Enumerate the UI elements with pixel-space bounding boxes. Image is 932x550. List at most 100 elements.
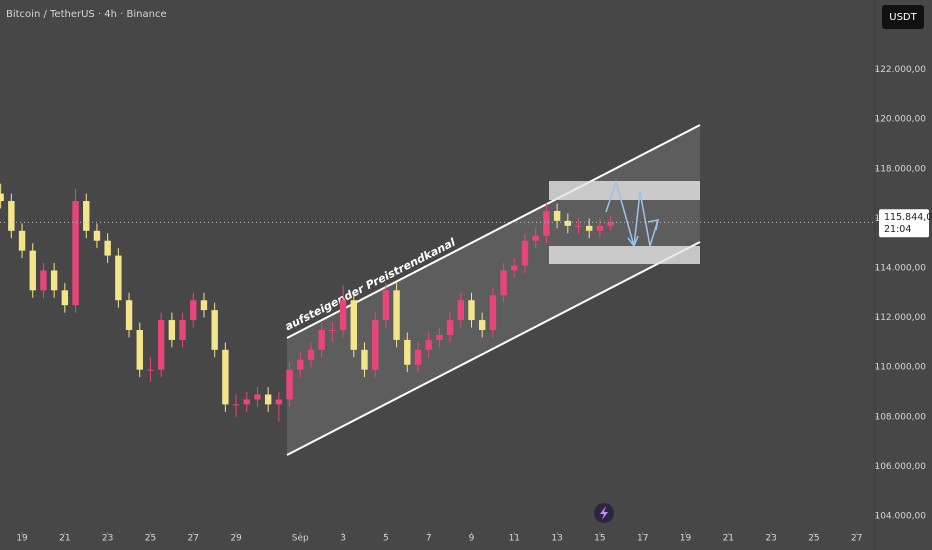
candle-body xyxy=(29,250,36,291)
candle-body xyxy=(254,394,261,400)
candle-body xyxy=(339,300,347,330)
candle-body xyxy=(0,193,4,202)
x-tick-label: 23 xyxy=(765,534,776,544)
candle-body xyxy=(190,300,197,321)
x-tick-label: 21 xyxy=(723,534,734,544)
candle-body xyxy=(500,270,507,296)
chart-title: Bitcoin / TetherUS · 4h · Binance xyxy=(6,9,167,20)
candle-body xyxy=(168,320,176,340)
y-tick-label: 122.000,00 xyxy=(874,65,926,75)
candle-body xyxy=(61,290,69,306)
candle-body xyxy=(489,295,497,330)
arrow-head xyxy=(647,219,659,231)
candle-body xyxy=(18,230,26,251)
channel-fill xyxy=(287,125,700,455)
candle-body xyxy=(329,329,336,331)
x-tick-label: 7 xyxy=(426,534,432,544)
x-tick-label: 29 xyxy=(230,534,242,544)
candle-body xyxy=(371,320,379,370)
y-tick-label: 108.000,00 xyxy=(874,412,926,422)
y-tick-label: 104.000,00 xyxy=(874,511,926,521)
x-tick-label: 23 xyxy=(102,534,113,544)
x-tick-label: 13 xyxy=(551,534,562,544)
candle-body xyxy=(264,394,272,405)
candle-body xyxy=(8,201,15,231)
x-tick-label: 19 xyxy=(680,534,692,544)
candle-body xyxy=(157,320,165,370)
candle-body xyxy=(446,320,454,335)
resistance-zone xyxy=(549,181,700,200)
candle-body xyxy=(404,339,411,365)
candle-body xyxy=(585,225,593,231)
candle-body xyxy=(468,300,475,321)
candle-body xyxy=(243,399,250,405)
price-tag-label: 115.844,01 xyxy=(884,212,932,223)
x-tick-label: Sep xyxy=(292,534,309,544)
candle-body xyxy=(222,349,229,405)
candle-body xyxy=(147,369,154,371)
x-tick-label: 9 xyxy=(469,534,475,544)
price-tag xyxy=(879,209,929,238)
candle-body xyxy=(136,329,143,370)
candle-body xyxy=(596,225,604,231)
candle-body xyxy=(211,310,218,350)
candle-body xyxy=(275,399,283,405)
x-tick-label: 17 xyxy=(637,534,648,544)
candle-body xyxy=(393,290,400,340)
candle-body xyxy=(543,210,550,236)
x-tick-label: 15 xyxy=(594,534,605,544)
currency-label: USDT xyxy=(889,12,917,23)
candle-body xyxy=(115,255,122,301)
x-tick-label: 27 xyxy=(851,534,862,544)
projection-arrow xyxy=(633,191,659,247)
candle-body xyxy=(318,329,325,350)
y-tick-label: 114.000,00 xyxy=(874,263,926,273)
candle-body xyxy=(125,300,133,330)
y-tick-label: 118.000,00 xyxy=(874,164,926,174)
candle-body xyxy=(425,339,432,350)
candle-body xyxy=(553,210,561,221)
candle-body xyxy=(297,359,304,370)
candle-body xyxy=(350,300,357,350)
candle-body xyxy=(414,349,422,365)
y-tick-label: 120.000,00 xyxy=(874,115,926,125)
candle-body xyxy=(179,320,186,340)
event-bolt xyxy=(600,506,608,520)
candle-body xyxy=(575,225,582,227)
candle-body xyxy=(457,300,464,321)
candle-body xyxy=(478,320,486,330)
candle-body xyxy=(104,240,111,256)
x-tick-label: 19 xyxy=(16,534,28,544)
y-tick-label: 106.000,00 xyxy=(874,462,926,472)
support-zone xyxy=(549,246,700,264)
candle-body xyxy=(564,220,572,226)
candle-body xyxy=(361,349,368,370)
candle-body xyxy=(532,235,539,241)
candle-body xyxy=(307,349,315,360)
candle-body xyxy=(607,222,614,226)
x-tick-label: 25 xyxy=(808,534,819,544)
x-tick-label: 25 xyxy=(145,534,156,544)
y-tick-label: 110.000,00 xyxy=(874,363,926,373)
candle-body xyxy=(286,369,293,400)
candle-body xyxy=(50,270,58,291)
x-tick-label: 27 xyxy=(188,534,199,544)
x-tick-label: 5 xyxy=(383,534,389,544)
candle-body xyxy=(72,201,79,306)
y-tick-label: 112.000,00 xyxy=(874,313,926,323)
candle-body xyxy=(511,265,518,271)
candle-body xyxy=(232,404,240,406)
x-tick-label: 11 xyxy=(509,534,520,544)
candle-body xyxy=(93,230,101,241)
price-tag-countdown: 21:04 xyxy=(884,224,911,235)
currency-button[interactable] xyxy=(882,5,924,29)
x-tick-label: 3 xyxy=(340,534,346,544)
candle-body xyxy=(83,201,90,231)
channel-bottom xyxy=(286,241,701,456)
candle-body xyxy=(40,270,47,291)
candle-body xyxy=(436,334,443,340)
candle-body xyxy=(521,240,529,266)
